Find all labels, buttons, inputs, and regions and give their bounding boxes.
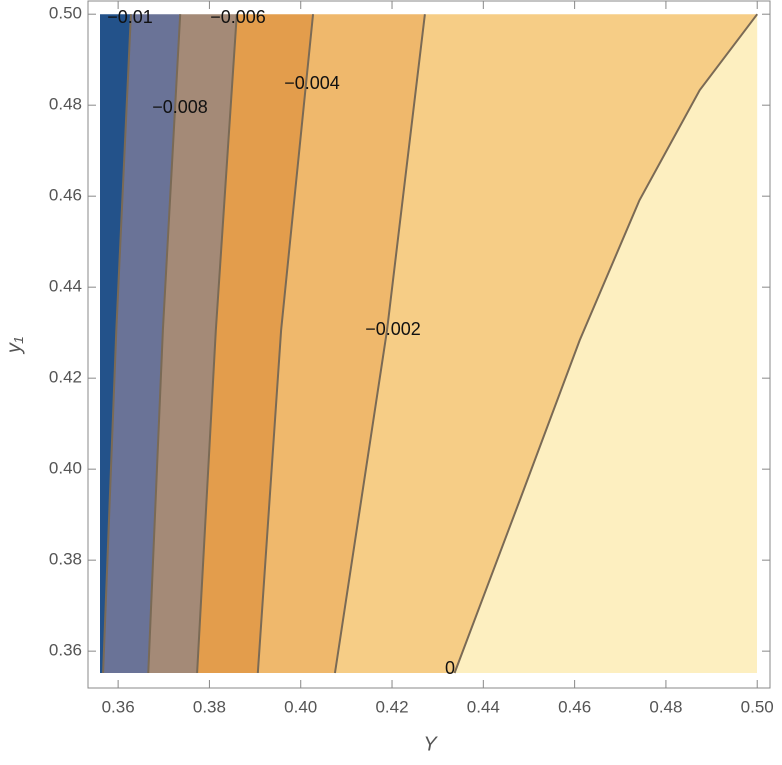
x-tick-label: 0.48 [649,697,682,716]
y-axis-label: y₁ [3,337,25,355]
contour-region [334,14,758,673]
y-tick-label: 0.42 [49,368,82,387]
contour-line [333,14,426,674]
y-tick-label: 0.48 [49,95,82,114]
contour-lines [102,13,759,674]
contour-region [103,14,181,673]
contour-region [148,14,237,673]
x-tick-label: 0.40 [284,697,317,716]
x-tick-label: 0.46 [558,697,591,716]
x-tick-label: 0.38 [193,697,226,716]
y-tick-label: 0.44 [49,277,82,296]
contour-line [453,13,759,674]
contour-label: −0.006 [210,7,266,27]
contour-label: −0.002 [365,319,421,339]
x-tick-label: 0.36 [102,697,135,716]
y-tick-label: 0.36 [49,641,82,660]
contour-line [102,14,132,674]
contour-label: 0 [445,658,455,678]
contour-region [257,14,425,673]
y-tick-label: 0.46 [49,186,82,205]
y-tick-label: 0.40 [49,459,82,478]
regions [100,14,758,673]
x-tick-label: 0.44 [467,697,500,716]
contour-label: −0.01 [107,7,153,27]
x-tick-label: 0.42 [375,697,408,716]
contour-line [196,14,238,674]
y-tick-label: 0.50 [49,4,82,23]
contour-label: −0.004 [284,73,340,93]
contour-region [454,14,758,673]
x-tick-label: 0.50 [741,697,774,716]
contour-label: −0.008 [152,97,208,117]
frame [87,0,771,689]
y-tick-label: 0.38 [49,550,82,569]
x-axis-label: Y [423,733,438,755]
contour-line [147,14,182,674]
contour-line [256,14,315,674]
